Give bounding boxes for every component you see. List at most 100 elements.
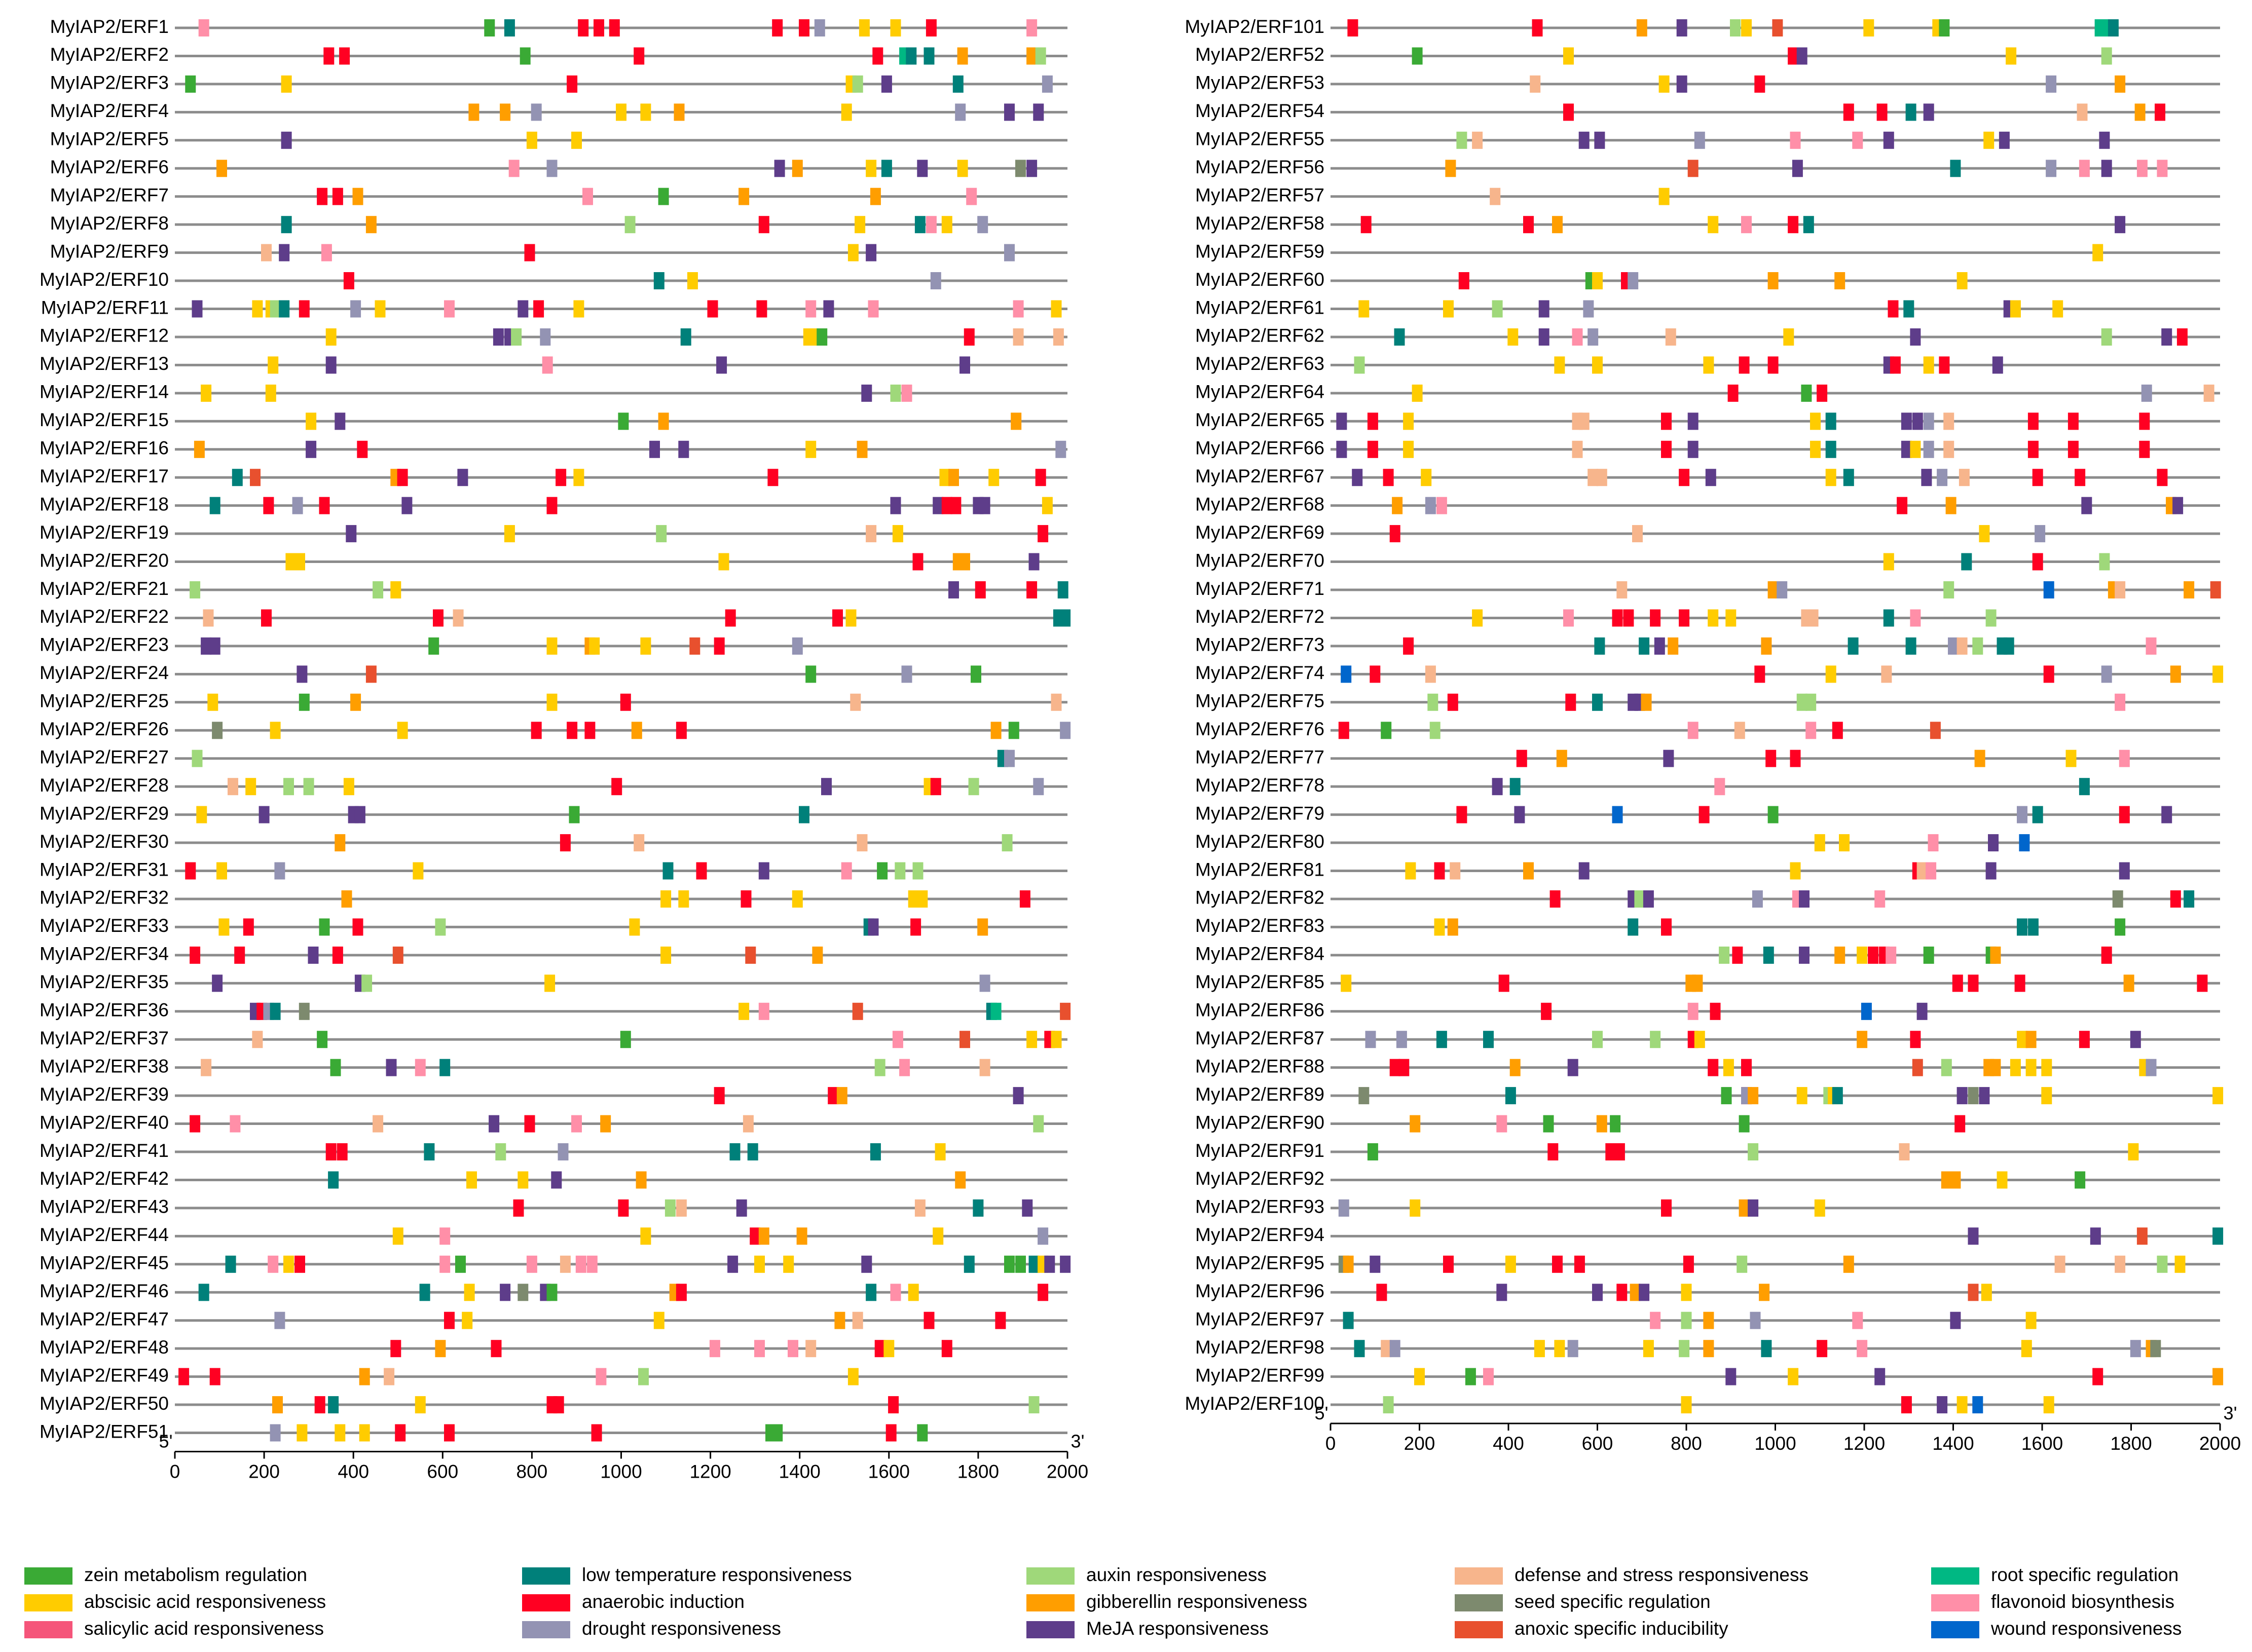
motif-flav <box>582 187 593 205</box>
motif-anaer <box>314 1396 325 1414</box>
legend-item-meja: MeJA responsiveness <box>1026 1618 1269 1639</box>
motif-drought <box>2101 665 2112 683</box>
motif-ga <box>359 1368 370 1385</box>
motif-drought <box>546 160 558 177</box>
motif-defense <box>1956 637 1968 655</box>
motif-lowtemp <box>1848 637 1859 655</box>
motif-lowtemp <box>1505 1087 1516 1105</box>
motif-aba <box>297 1424 308 1442</box>
motif-anaer <box>874 1340 885 1358</box>
gene-row: MyIAP2/ERF95 <box>1195 1253 2220 1273</box>
x-tick-label: 1400 <box>779 1461 821 1482</box>
motif-lowtemp <box>1343 1311 1354 1329</box>
motif-aba <box>1857 946 1868 964</box>
motif-anaer <box>190 1115 201 1133</box>
gene-row: MyIAP2/ERF72 <box>1195 606 2220 627</box>
gene-row: MyIAP2/ERF88 <box>1195 1056 2220 1076</box>
gene-label: MyIAP2/ERF39 <box>40 1084 169 1105</box>
motif-zein <box>817 328 828 346</box>
motif-lowtemp <box>924 47 935 65</box>
motif-aba <box>1983 131 1995 149</box>
motif-ga <box>1636 19 1647 36</box>
motif-lowtemp <box>2212 1227 2224 1245</box>
motif-auxin <box>373 581 384 598</box>
motif-auxin <box>968 778 979 796</box>
motif-flav <box>575 1255 586 1273</box>
gene-label: MyIAP2/ERF91 <box>1195 1140 1324 1161</box>
motif-ga <box>1941 1171 1952 1189</box>
motif-meja <box>1578 862 1590 880</box>
motif-meja <box>518 300 529 318</box>
motif-anaer <box>294 1255 305 1273</box>
motif-aba <box>265 384 276 402</box>
motif-aba <box>908 1284 919 1301</box>
motif-anaer <box>513 1199 524 1217</box>
gene-label: MyIAP2/ERF35 <box>40 971 169 992</box>
motif-meja <box>2090 1227 2101 1245</box>
motif-meja <box>1336 412 1347 430</box>
motif-anaer <box>546 497 558 514</box>
motif-drought <box>1777 581 1788 598</box>
gene-label: MyIAP2/ERF87 <box>1195 1028 1324 1048</box>
motif-ga <box>1668 637 1679 655</box>
gene-label: MyIAP2/ERF13 <box>40 353 169 374</box>
gene-label: MyIAP2/ERF21 <box>40 578 169 599</box>
motif-lowtemp <box>2079 778 2090 796</box>
motif-auxin <box>1033 1115 1044 1133</box>
motif-zein <box>319 918 330 936</box>
motif-aba <box>462 1311 473 1329</box>
motif-aba <box>1403 412 1414 430</box>
gene-label: MyIAP2/ERF61 <box>1195 297 1324 318</box>
motif-seed <box>299 1002 310 1020</box>
motif-flav <box>1926 862 1937 880</box>
motif-zein <box>546 1284 558 1301</box>
motif-aba <box>2010 1059 2021 1076</box>
motif-defense <box>914 1199 926 1217</box>
motif-anaer <box>750 1227 761 1245</box>
motif-aba <box>2025 1311 2037 1329</box>
motif-defense <box>1425 665 1436 683</box>
left-panel: MyIAP2/ERF1 MyIAP2/ERF2 MyIAP2/ERF3 MyIAP2/… <box>40 16 1088 1482</box>
legend-label: wound responsiveness <box>1990 1618 2182 1639</box>
motif-anoxic <box>1772 19 1783 36</box>
motif-aba <box>1026 1031 1038 1048</box>
motif-anaer <box>1456 806 1467 823</box>
gene-label: MyIAP2/ERF64 <box>1195 382 1324 402</box>
motif-meja <box>1979 1087 1990 1105</box>
motif-flav <box>1886 946 1897 964</box>
motif-anaer <box>758 216 769 234</box>
motif-ga <box>1641 693 1652 711</box>
motif-meja <box>774 160 785 177</box>
gene-row: MyIAP2/ERF101 <box>1185 16 2220 37</box>
motif-aba <box>359 1424 370 1442</box>
motif-defense <box>676 1199 687 1217</box>
x-tick-label: 200 <box>1404 1433 1435 1454</box>
motif-aba <box>1997 1171 2008 1189</box>
gene-row: MyIAP2/ERF18 <box>40 494 1067 514</box>
gene-row: MyIAP2/ERF69 <box>1195 522 2220 543</box>
motif-aba <box>1790 862 1801 880</box>
motif-auxin <box>511 328 522 346</box>
motif-anaer <box>1458 272 1469 289</box>
legend-swatch <box>24 1621 72 1638</box>
motif-anaer <box>618 1199 629 1217</box>
motif-aba <box>1979 525 1990 543</box>
gene-label: MyIAP2/ERF92 <box>1195 1168 1324 1189</box>
motif-ga <box>2184 581 2195 598</box>
gene-row: MyIAP2/ERF12 <box>40 325 1067 346</box>
motif-meja <box>2161 328 2172 346</box>
motif-anaer <box>1370 665 1381 683</box>
gene-label: MyIAP2/ERF47 <box>40 1308 169 1329</box>
motif-defense <box>1807 609 1819 627</box>
gene-row: MyIAP2/ERF43 <box>40 1196 1067 1217</box>
x-tick-label: 1400 <box>1932 1433 1974 1454</box>
motif-anaer <box>1939 356 1950 374</box>
gene-label: MyIAP2/ERF52 <box>1195 44 1324 65</box>
motif-flav <box>198 19 209 36</box>
motif-anaer <box>190 946 201 964</box>
motif-ga <box>2212 1368 2224 1385</box>
motif-ga <box>2025 1031 2037 1048</box>
motif-drought <box>1004 244 1015 261</box>
motif-aba <box>573 300 584 318</box>
gene-row: MyIAP2/ERF67 <box>1195 466 2220 486</box>
